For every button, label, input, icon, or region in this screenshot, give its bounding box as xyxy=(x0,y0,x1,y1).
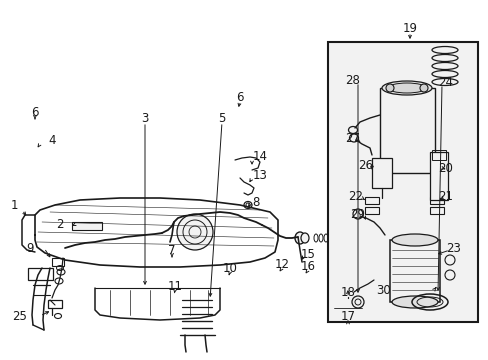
Text: 11: 11 xyxy=(167,279,182,292)
Bar xyxy=(52,258,64,266)
Bar xyxy=(429,197,443,204)
Text: 6: 6 xyxy=(31,105,39,118)
Bar xyxy=(431,150,445,160)
Text: 5: 5 xyxy=(218,112,225,125)
Bar xyxy=(28,268,53,280)
Circle shape xyxy=(385,84,393,92)
Circle shape xyxy=(177,214,213,250)
Bar xyxy=(389,240,439,302)
Text: 1: 1 xyxy=(10,198,18,212)
Bar xyxy=(364,197,378,204)
Ellipse shape xyxy=(301,233,308,243)
Circle shape xyxy=(419,84,427,92)
Text: 30: 30 xyxy=(376,284,390,297)
Text: 13: 13 xyxy=(252,168,267,181)
Text: 28: 28 xyxy=(345,73,360,86)
Text: 25: 25 xyxy=(13,310,27,323)
Text: 2: 2 xyxy=(56,217,63,230)
Ellipse shape xyxy=(381,81,431,95)
Bar xyxy=(429,152,447,200)
Text: 17: 17 xyxy=(340,310,355,324)
Text: 6: 6 xyxy=(236,90,243,104)
Ellipse shape xyxy=(294,232,305,244)
Bar xyxy=(72,222,102,230)
Ellipse shape xyxy=(391,296,437,308)
Bar xyxy=(327,42,477,322)
Bar xyxy=(364,207,378,214)
Text: 23: 23 xyxy=(446,242,461,255)
Bar xyxy=(48,300,62,308)
Bar xyxy=(371,158,391,188)
Text: 27: 27 xyxy=(345,131,360,144)
Bar xyxy=(429,207,443,214)
Bar xyxy=(333,298,361,320)
Text: 24: 24 xyxy=(438,76,452,89)
Bar xyxy=(379,88,434,173)
Circle shape xyxy=(351,296,363,308)
Text: 3: 3 xyxy=(141,112,148,125)
Text: 20: 20 xyxy=(438,162,452,175)
Text: 8: 8 xyxy=(252,195,259,208)
Text: 15: 15 xyxy=(300,248,315,261)
Text: 26: 26 xyxy=(358,158,373,171)
Text: 4: 4 xyxy=(48,134,56,147)
Text: 19: 19 xyxy=(402,22,417,35)
Text: 12: 12 xyxy=(274,257,289,270)
Text: 22: 22 xyxy=(348,189,363,202)
Text: 18: 18 xyxy=(340,287,355,300)
Text: 14: 14 xyxy=(252,149,267,162)
Text: 16: 16 xyxy=(300,260,315,273)
Text: 7: 7 xyxy=(168,243,175,257)
Ellipse shape xyxy=(341,287,353,297)
Text: 21: 21 xyxy=(438,189,452,202)
Text: 29: 29 xyxy=(350,207,365,220)
Ellipse shape xyxy=(387,83,425,93)
Text: 9: 9 xyxy=(26,242,34,255)
Ellipse shape xyxy=(391,234,437,246)
Text: 10: 10 xyxy=(222,261,237,274)
